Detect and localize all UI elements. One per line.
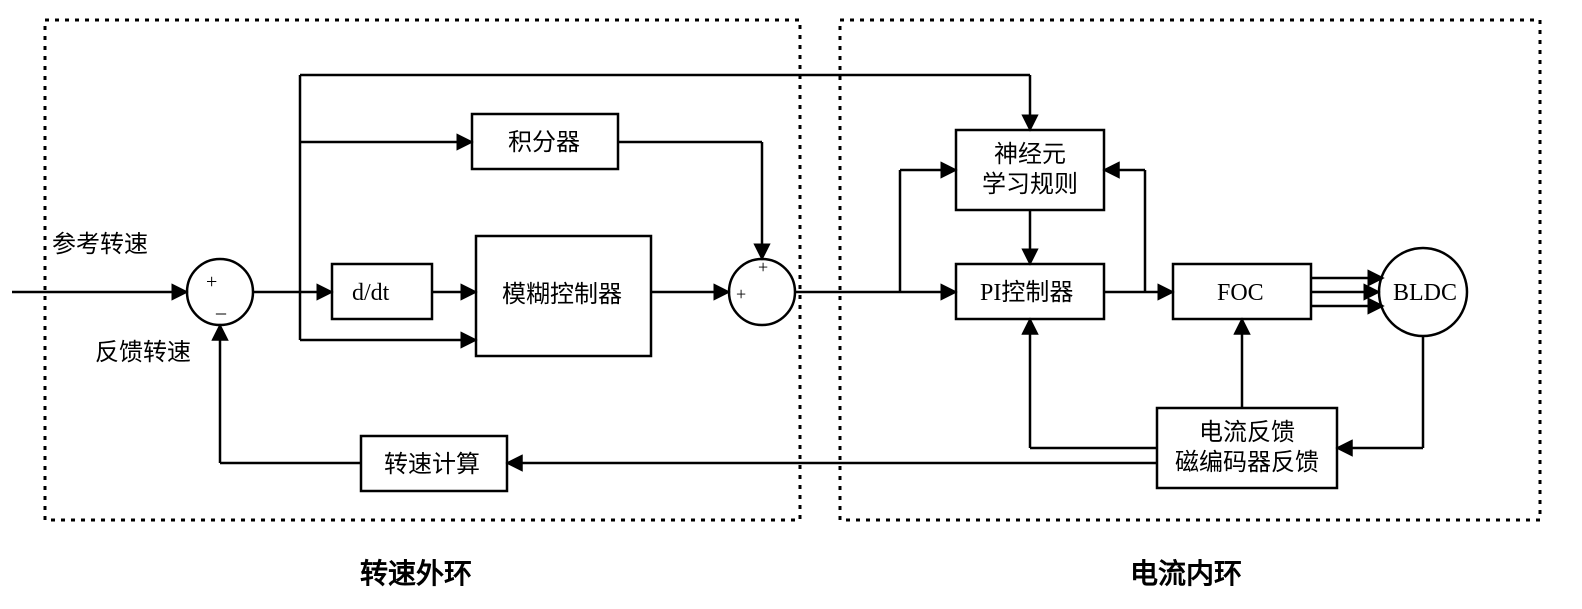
sum2-plus-top: + [758, 257, 768, 277]
label-ref-speed: 参考转速 [52, 231, 148, 258]
label-fuzzy: 模糊控制器 [502, 281, 622, 308]
label-feedback-2: 磁编码器反馈 [1175, 449, 1319, 476]
label-region-outer: 转速外环 [360, 558, 472, 590]
sum1-plus: + [206, 271, 217, 293]
label-feedback-1: 电流反馈 [1199, 419, 1295, 446]
label-speed-calc: 转速计算 [384, 451, 480, 478]
sum2-plus-left: + [736, 284, 746, 304]
label-ddt: d/dt [352, 280, 390, 306]
label-feedback-speed: 反馈转速 [95, 339, 191, 366]
sum1-minus: _ [215, 295, 227, 317]
label-region-inner: 电流内环 [1130, 558, 1242, 590]
label-foc: FOC [1217, 280, 1264, 306]
label-integrator: 积分器 [508, 129, 580, 156]
label-bldc: BLDC [1393, 280, 1457, 306]
label-neuron-1: 神经元 [994, 141, 1066, 168]
label-pi: PI控制器 [980, 279, 1073, 306]
control-diagram: 参考转速 反馈转速 转速外环 电流内环 + _ + + 积分器 d/dt 模糊控… [0, 0, 1582, 609]
label-neuron-2: 学习规则 [982, 171, 1078, 198]
